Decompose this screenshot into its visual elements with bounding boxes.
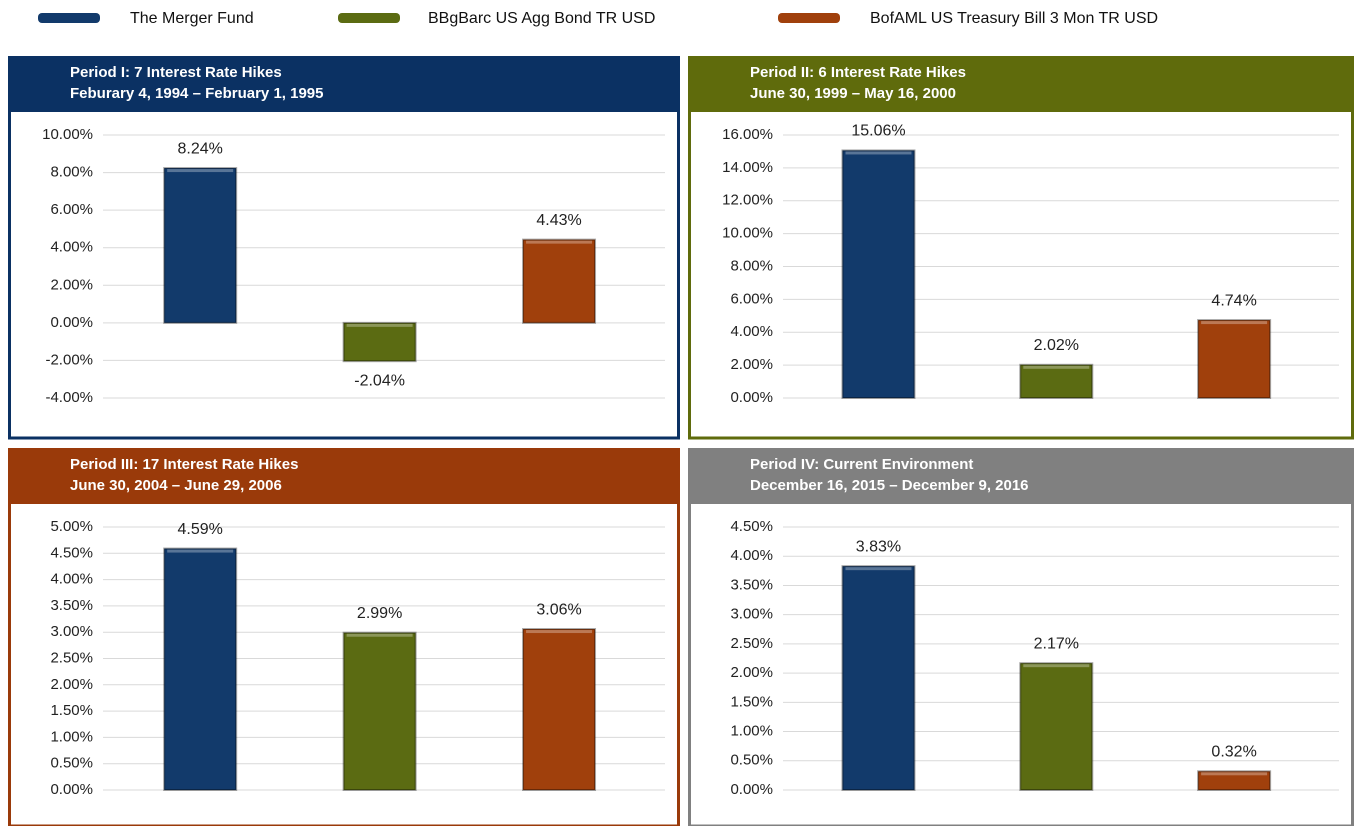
y-tick-label: 8.00% <box>50 164 93 181</box>
y-tick-label: 0.00% <box>730 781 773 798</box>
panel-subtitle: June 30, 1999 – May 16, 2000 <box>750 85 956 102</box>
y-tick-label: 4.00% <box>730 323 773 340</box>
y-tick-label: 10.00% <box>42 126 93 143</box>
bar <box>342 321 417 363</box>
bar <box>342 631 417 792</box>
legend-swatch <box>38 13 100 23</box>
y-tick-label: 2.00% <box>50 276 93 293</box>
y-tick-label: 6.00% <box>730 290 773 307</box>
legend-label: BofAML US Treasury Bill 3 Mon TR USD <box>870 10 1158 27</box>
y-tick-label: 0.00% <box>50 314 93 331</box>
legend-label: The Merger Fund <box>130 10 254 27</box>
bar-shine <box>845 567 912 571</box>
y-tick-label: 2.00% <box>730 664 773 681</box>
y-tick-label: 4.50% <box>730 518 773 535</box>
y-tick-label: 4.00% <box>50 571 93 588</box>
y-tick-label: 10.00% <box>722 225 773 242</box>
panel-subtitle: Feburary 4, 1994 – February 1, 1995 <box>70 85 323 102</box>
bar-shine <box>1023 365 1090 369</box>
value-label: 3.06% <box>536 601 581 618</box>
bar-shine <box>346 323 413 327</box>
legend-label: BBgBarc US Agg Bond TR USD <box>428 10 655 27</box>
y-tick-label: 0.00% <box>730 389 773 406</box>
y-tick-label: 4.00% <box>50 239 93 256</box>
value-label: 0.32% <box>1211 744 1256 761</box>
value-label: 2.02% <box>1034 337 1079 354</box>
bar <box>841 565 916 791</box>
y-tick-label: 2.00% <box>730 356 773 373</box>
y-tick-label: 5.00% <box>50 518 93 535</box>
panel-header <box>8 448 680 504</box>
bar-shine <box>1201 321 1268 325</box>
y-tick-label: 16.00% <box>722 126 773 143</box>
y-tick-label: 3.00% <box>730 606 773 623</box>
bar-shine <box>1201 772 1268 776</box>
legend-swatch <box>778 13 840 23</box>
y-tick-label: 3.50% <box>50 597 93 614</box>
y-tick-label: 14.00% <box>722 159 773 176</box>
panel-title: Period I: 7 Interest Rate Hikes <box>70 64 282 81</box>
value-label: 2.99% <box>357 605 402 622</box>
panel-subtitle: June 30, 2004 – June 29, 2006 <box>70 477 282 494</box>
bar-shine <box>346 633 413 637</box>
bar-shine <box>845 151 912 155</box>
bar <box>163 547 238 791</box>
y-tick-label: 4.00% <box>730 547 773 564</box>
y-tick-label: 3.50% <box>730 576 773 593</box>
y-tick-label: -2.00% <box>45 351 93 368</box>
panel-header <box>688 56 1354 112</box>
bar <box>841 149 916 399</box>
y-tick-label: 1.00% <box>50 728 93 745</box>
y-tick-label: 2.00% <box>50 676 93 693</box>
y-tick-label: 1.50% <box>730 693 773 710</box>
value-label: 3.83% <box>856 538 901 555</box>
bar <box>522 238 597 324</box>
value-label: 4.59% <box>178 521 223 538</box>
y-tick-label: 2.50% <box>50 649 93 666</box>
legend-swatch <box>338 13 400 23</box>
bar-shine <box>167 549 234 553</box>
bar-shine <box>1023 664 1090 668</box>
y-tick-label: 2.50% <box>730 635 773 652</box>
y-tick-label: 12.00% <box>722 192 773 209</box>
panel-title: Period III: 17 Interest Rate Hikes <box>70 456 298 473</box>
value-label: 15.06% <box>851 123 905 140</box>
panel-header <box>688 448 1354 504</box>
bar <box>522 628 597 791</box>
panel-subtitle: December 16, 2015 – December 9, 2016 <box>750 477 1029 494</box>
bar <box>1197 319 1272 399</box>
y-tick-label: 0.00% <box>50 781 93 798</box>
value-label: 2.17% <box>1034 635 1079 652</box>
y-tick-label: 4.50% <box>50 544 93 561</box>
value-label: 4.74% <box>1211 292 1256 309</box>
y-tick-label: 0.50% <box>730 752 773 769</box>
bar <box>1019 363 1094 400</box>
value-label: 8.24% <box>178 140 223 157</box>
y-tick-label: 3.00% <box>50 623 93 640</box>
panel-title: Period IV: Current Environment <box>750 456 973 473</box>
bar <box>1019 662 1094 791</box>
bar <box>1197 770 1272 792</box>
bar-shine <box>526 240 593 244</box>
y-tick-label: 6.00% <box>50 201 93 218</box>
bar-shine <box>167 169 234 173</box>
bar <box>163 167 238 324</box>
value-label: -2.04% <box>354 372 405 389</box>
y-tick-label: 1.00% <box>730 723 773 740</box>
bar-shine <box>526 630 593 634</box>
y-tick-label: -4.00% <box>45 389 93 406</box>
panel-header <box>8 56 680 112</box>
y-tick-label: 0.50% <box>50 755 93 772</box>
y-tick-label: 8.00% <box>730 257 773 274</box>
panel-title: Period II: 6 Interest Rate Hikes <box>750 64 966 81</box>
y-tick-label: 1.50% <box>50 702 93 719</box>
value-label: 4.43% <box>536 212 581 229</box>
